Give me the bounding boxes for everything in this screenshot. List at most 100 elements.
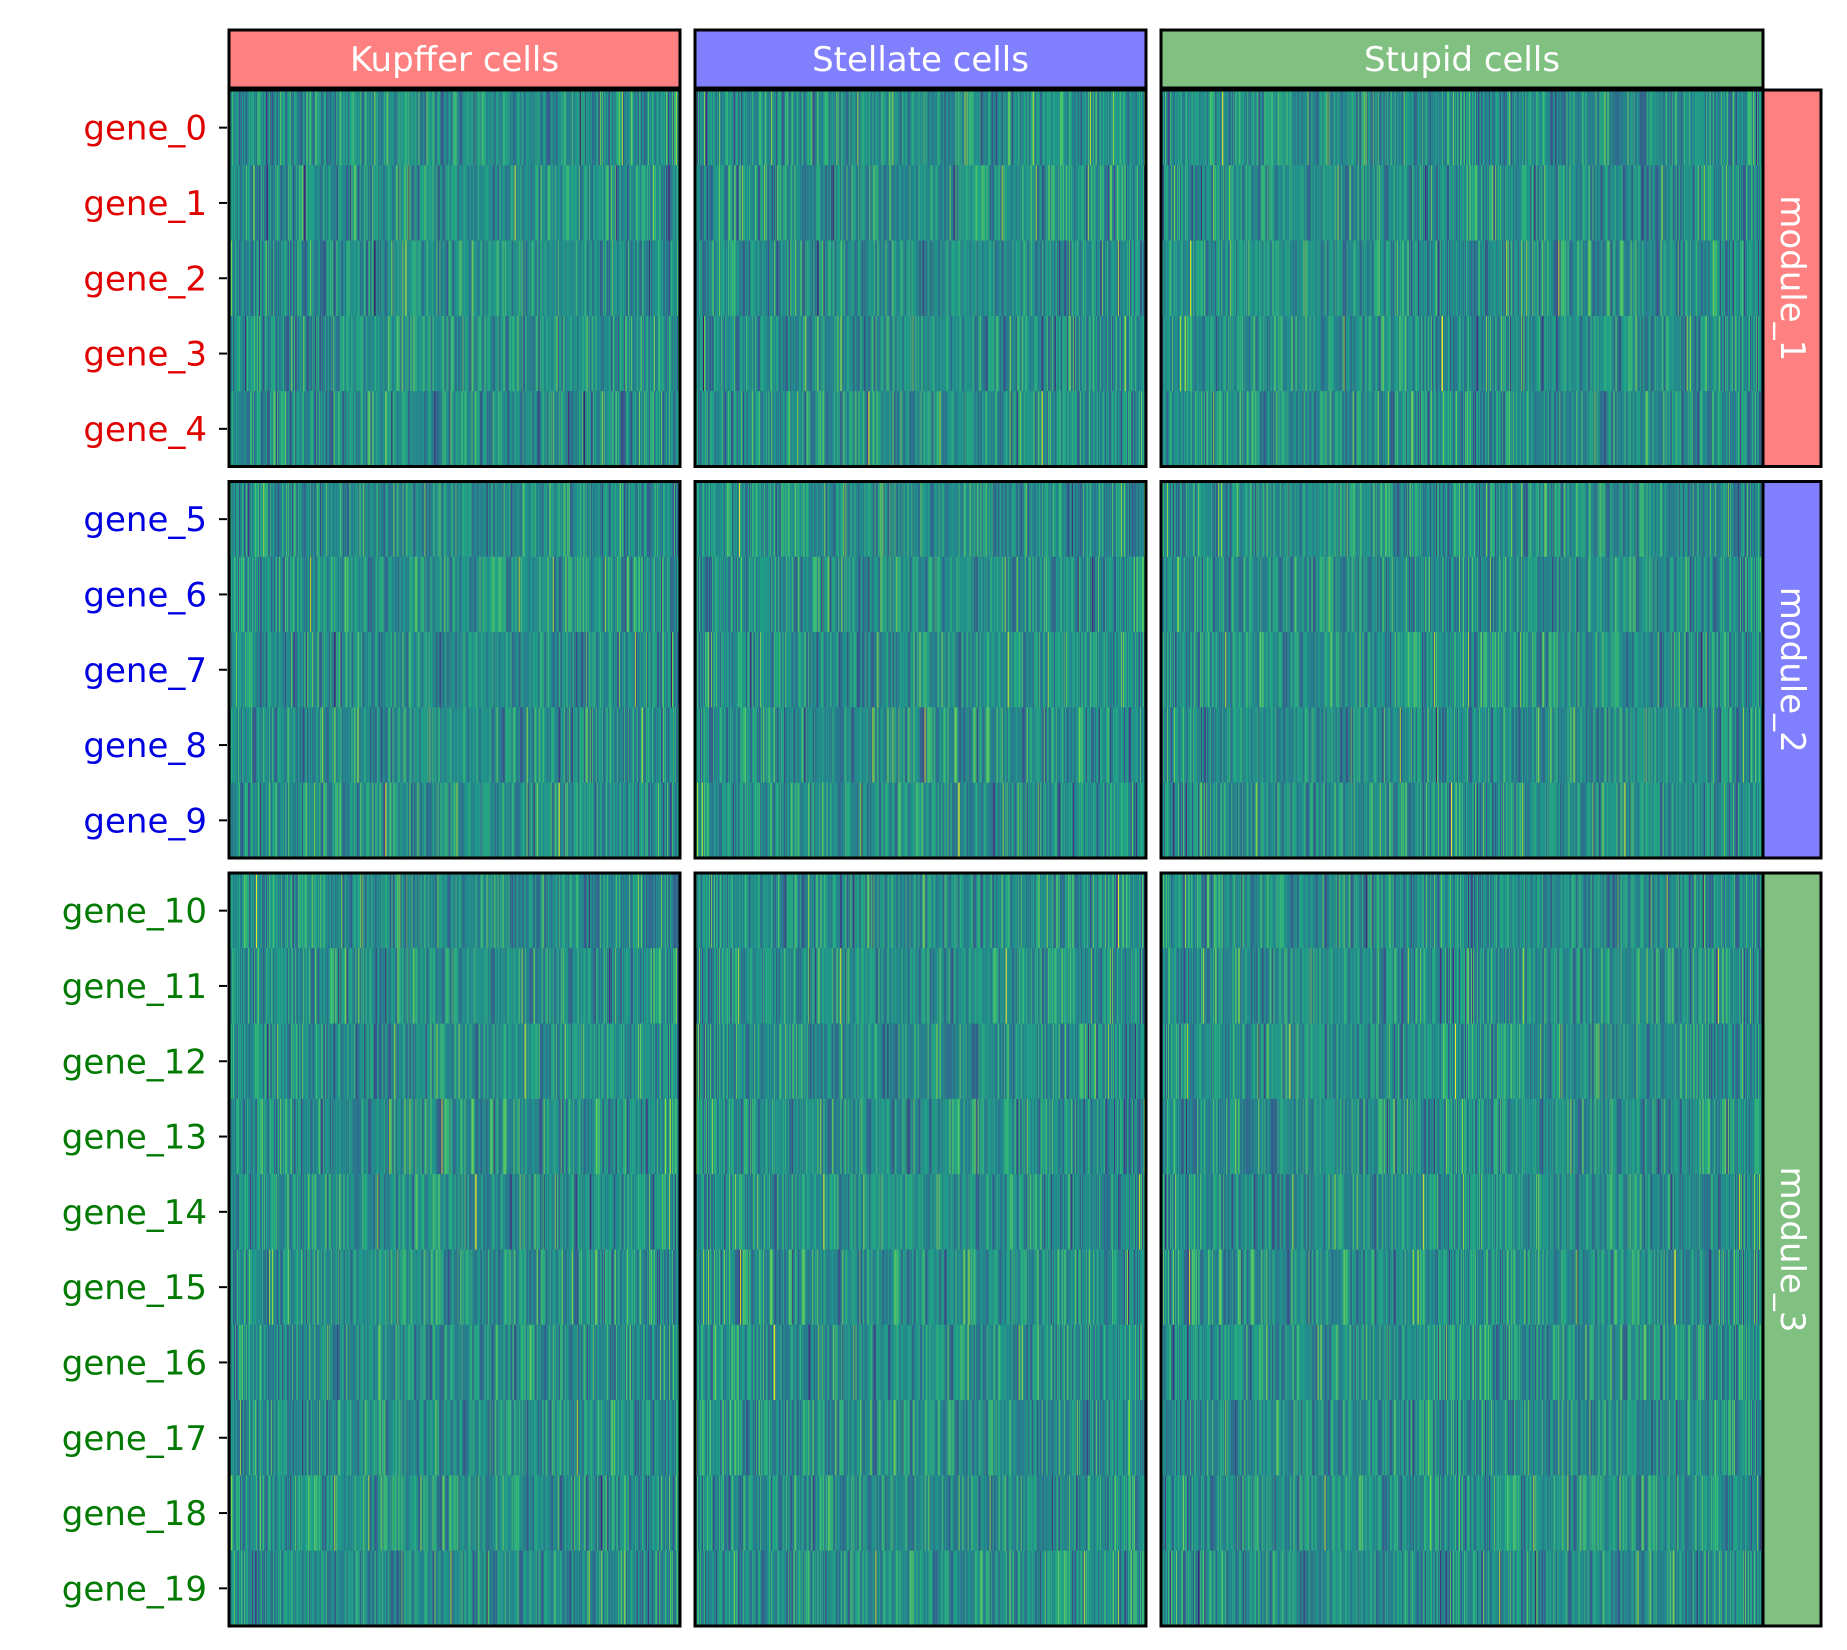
heatmap-cell — [861, 165, 863, 241]
heatmap-cell — [602, 391, 605, 467]
heatmap-cell — [626, 315, 629, 392]
heatmap-cell — [865, 90, 867, 166]
heatmap-cell — [382, 315, 384, 392]
heatmap-cell — [251, 240, 253, 317]
heatmap-cell — [739, 165, 741, 241]
heatmap-cell — [422, 90, 425, 166]
heatmap-cell — [997, 90, 1000, 166]
heatmap-cell — [432, 90, 435, 166]
heatmap-cell — [495, 90, 498, 166]
heatmap-cell — [291, 90, 293, 166]
heatmap-cell — [796, 90, 798, 166]
heatmap-cell — [402, 315, 404, 392]
heatmap-cell — [428, 391, 431, 467]
heatmap-cell — [495, 315, 498, 392]
heatmap-cell — [523, 165, 526, 241]
heatmap-cell — [651, 315, 654, 392]
heatmap-cell — [383, 165, 385, 241]
heatmap-cell — [954, 90, 957, 166]
heatmap-cell — [455, 90, 458, 166]
heatmap-cell — [1017, 165, 1020, 241]
heatmap-cell — [576, 165, 579, 241]
heatmap-cell — [346, 315, 348, 392]
heatmap-cell — [1045, 90, 1048, 166]
heatmap-cell — [437, 165, 440, 241]
heatmap-cell — [655, 315, 658, 392]
heatmap-cell — [485, 240, 488, 317]
heatmap-cell — [838, 90, 840, 166]
heatmap-cell — [230, 90, 232, 166]
heatmap-cell — [318, 165, 320, 241]
heatmap-cell — [1123, 90, 1126, 166]
heatmap-cell — [876, 165, 878, 241]
heatmap-cell — [474, 90, 477, 166]
heatmap-cell — [330, 90, 332, 166]
heatmap-cell — [964, 165, 967, 241]
heatmap-cell — [284, 165, 286, 241]
heatmap-cell — [494, 315, 497, 392]
heatmap-row-gene_0-2 — [1161, 90, 1764, 166]
heatmap-cell — [314, 391, 316, 467]
heatmap-cell — [455, 165, 458, 241]
heatmap-cell — [233, 391, 235, 467]
heatmap-cell — [322, 391, 324, 467]
heatmap-cell — [580, 391, 583, 467]
heatmap-cell — [1042, 90, 1045, 166]
heatmap-cell — [764, 165, 766, 241]
heatmap-cell — [611, 391, 614, 467]
heatmap-cell — [609, 90, 612, 166]
heatmap-cell — [558, 165, 561, 241]
heatmap-cell — [630, 315, 633, 392]
heatmap-cell — [261, 90, 263, 166]
heatmap-cell — [621, 165, 624, 241]
heatmap-cell — [663, 240, 666, 317]
heatmap-cell — [326, 391, 328, 467]
heatmap-cell — [650, 315, 653, 392]
heatmap-cell — [473, 240, 476, 317]
heatmap-cell — [431, 165, 434, 241]
heatmap-cell — [500, 240, 503, 317]
heatmap-cell — [1000, 90, 1003, 166]
heatmap-cell — [925, 90, 928, 166]
heatmap-cell — [770, 165, 772, 241]
heatmap-cell — [709, 90, 711, 166]
heatmap-cell — [389, 391, 391, 467]
heatmap-cell — [440, 391, 443, 467]
heatmap-cell — [618, 90, 621, 166]
heatmap-cell — [247, 315, 249, 392]
heatmap-cell — [778, 165, 780, 241]
heatmap-cell — [259, 90, 261, 166]
heatmap-cell — [475, 391, 478, 467]
heatmap-cell — [802, 90, 804, 166]
heatmap-cell — [726, 90, 728, 166]
heatmap-cell — [814, 165, 816, 241]
heatmap-cell — [987, 90, 990, 166]
heatmap-cell — [932, 165, 935, 241]
heatmap-cell — [908, 90, 911, 166]
heatmap-cell — [439, 165, 442, 241]
heatmap-cell — [345, 90, 347, 166]
heatmap-cell — [505, 240, 508, 317]
heatmap-cell — [1056, 165, 1059, 241]
heatmap-cell — [270, 165, 272, 241]
heatmap-cell — [532, 315, 535, 392]
heatmap-cell — [243, 90, 245, 166]
heatmap-cell — [267, 90, 269, 166]
heatmap-cell — [945, 165, 948, 241]
heatmap-cell — [734, 165, 736, 241]
heatmap-cell — [486, 315, 489, 392]
heatmap-cell — [961, 165, 964, 241]
heatmap-cell — [808, 165, 810, 241]
heatmap-cell — [784, 165, 786, 241]
heatmap-cell — [579, 391, 582, 467]
heatmap-cell — [730, 90, 732, 166]
heatmap-cell — [698, 165, 700, 241]
heatmap-cell — [388, 165, 390, 241]
heatmap-cell — [261, 315, 263, 392]
heatmap-cell — [796, 165, 798, 241]
heatmap-cell — [307, 315, 309, 392]
heatmap-cell — [384, 90, 386, 166]
heatmap-cell — [498, 240, 501, 317]
heatmap-cell — [395, 165, 397, 241]
heatmap-cell — [309, 90, 311, 166]
